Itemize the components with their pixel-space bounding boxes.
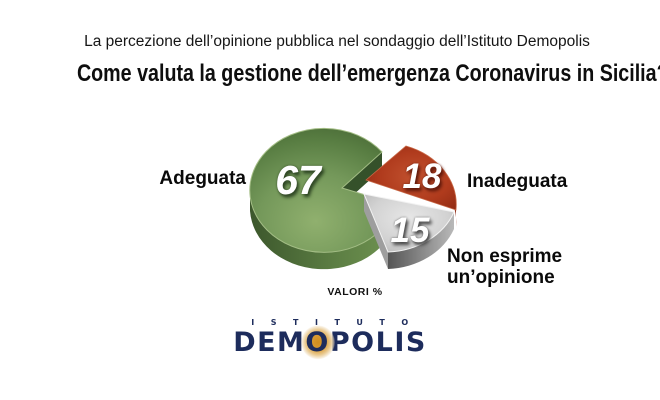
slice-label-nonesprime-line2: un’opinione — [447, 267, 555, 288]
survey-question-text: Come valuta la gestione dell’emergenza C… — [76, 60, 660, 87]
slice-inadeguata-top — [365, 145, 457, 211]
logo-istituto-text: ISTITUTO — [251, 318, 425, 327]
pie-chart-svg — [249, 127, 457, 270]
slice-label-nonesprime-line1: Non esprime — [447, 246, 563, 267]
slice-label-nonesprime: Non esprime un’opinione — [447, 246, 562, 288]
slice-nonesprime-side — [388, 212, 454, 269]
survey-question-title: Come valuta la gestione dell’emergenza C… — [0, 60, 660, 88]
logo-demopolis-text: DEMOPOLIS — [0, 329, 660, 356]
slice-label-inadeguata: Inadeguata — [467, 171, 568, 192]
logo-demopolis-post: POLIS — [329, 327, 427, 358]
slice-value-nonesprime: 15 — [390, 211, 430, 250]
slice-nonesprime-cut-left — [364, 194, 388, 269]
logo-demopolis-pre: DEM — [233, 327, 306, 358]
slice-adeguata-side — [250, 194, 396, 270]
slice-value-inadeguata: 18 — [402, 157, 442, 196]
survey-subtitle: La percezione dell’opinione pubblica nel… — [84, 33, 590, 50]
slice-nonesprime-top — [363, 193, 455, 253]
logo-o-burst-icon: O — [305, 327, 330, 358]
slice-adeguata-top — [249, 127, 397, 253]
values-unit-caption: VALORI % — [327, 286, 383, 298]
slice-value-adeguata: 67 — [275, 157, 321, 203]
demopolis-logo: ISTITUTO DEMOPOLIS — [0, 318, 660, 356]
slice-label-adeguata: Adeguata — [159, 168, 246, 189]
